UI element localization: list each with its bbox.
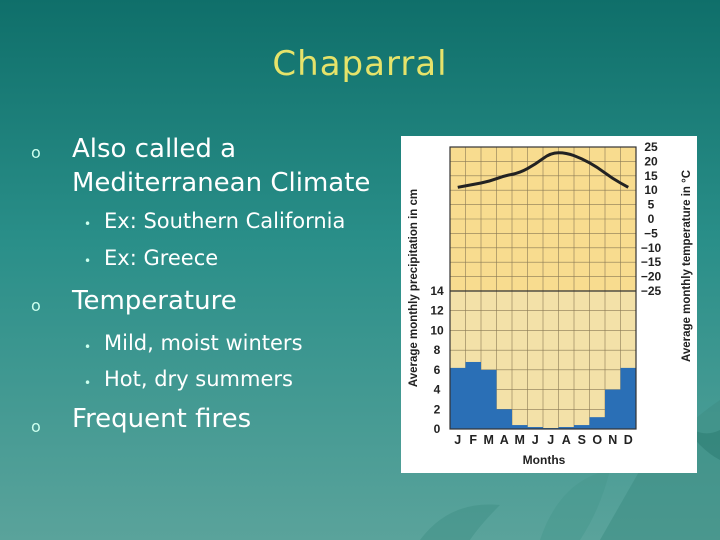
temp-tick-label: 0 <box>648 212 655 226</box>
y-axis-right-label: Average monthly temperature in °C <box>681 170 693 362</box>
month-tick-label: J <box>547 433 554 447</box>
temp-tick-label: 15 <box>644 169 658 183</box>
temp-tick-label: 20 <box>644 154 658 168</box>
bullet-marker: o <box>31 417 41 436</box>
sub-bullet-marker: • <box>84 376 92 390</box>
month-tick-label: D <box>624 433 633 447</box>
precip-bar <box>481 369 497 429</box>
temp-tick-label: 10 <box>644 183 658 197</box>
temp-tick-label: −5 <box>644 226 658 240</box>
sub-bullet-marker: • <box>84 217 92 231</box>
sub-bullet-marker: • <box>84 254 92 268</box>
temp-tick-label: −20 <box>641 270 662 284</box>
precip-bar <box>450 367 466 429</box>
bullet-marker: o <box>31 296 41 315</box>
bullet-1-line1: Also called a <box>72 134 237 164</box>
temperature-line <box>457 151 629 189</box>
chart-frame <box>449 146 637 430</box>
bullet-marker: o <box>31 143 41 162</box>
month-tick-label: O <box>592 433 602 447</box>
temp-tick-label: 5 <box>648 198 655 212</box>
month-tick-label: J <box>454 433 461 447</box>
month-tick-label: F <box>469 433 477 447</box>
precip-tick-label: 4 <box>434 383 441 397</box>
precip-bar <box>558 427 574 429</box>
sub-bullet-california: Ex: Southern California <box>104 209 346 233</box>
month-tick-label: M <box>484 433 494 447</box>
x-axis-label: Months <box>523 453 566 467</box>
precip-tick-label: 0 <box>434 422 441 436</box>
y-axis-left-label: Average monthly precipitation in cm <box>408 189 420 387</box>
precip-ticks: 14 12 10 8 6 4 2 0 <box>430 284 444 436</box>
month-tick-label: A <box>562 433 571 447</box>
sub-bullet-summers: Hot, dry summers <box>104 367 293 391</box>
precip-tick-label: 12 <box>430 304 444 318</box>
sub-bullet-winters: Mild, moist winters <box>104 331 303 355</box>
temp-tick-label: 25 <box>644 140 658 154</box>
month-tick-label: A <box>500 433 509 447</box>
slide-title: Chaparral <box>272 44 448 84</box>
month-tick-label: M <box>515 433 525 447</box>
bullet-3-line1: Frequent fires <box>72 404 252 434</box>
sub-bullet-marker: • <box>84 340 92 354</box>
precip-tick-label: 8 <box>434 343 441 357</box>
precip-bar <box>574 425 590 429</box>
month-tick-label: J <box>532 433 539 447</box>
precipitation-bars <box>450 361 636 429</box>
precip-bar <box>605 389 621 429</box>
month-tick-label: S <box>578 433 586 447</box>
precip-bar <box>465 361 481 429</box>
temp-tick-label: −25 <box>641 284 662 298</box>
precip-tick-label: 2 <box>434 402 441 416</box>
precip-bar <box>496 409 512 429</box>
precip-tick-label: 10 <box>430 323 444 337</box>
precip-tick-label: 6 <box>434 363 441 377</box>
temp-tick-label: −10 <box>641 241 662 255</box>
bullet-1-line2: Mediterranean Climate <box>72 168 371 198</box>
precip-tick-label: 14 <box>430 284 444 298</box>
month-tick-label: N <box>608 433 617 447</box>
temp-tick-label: −15 <box>641 255 662 269</box>
precip-bar <box>512 425 528 429</box>
sub-bullet-greece: Ex: Greece <box>104 246 219 270</box>
precip-bar <box>527 427 543 429</box>
precip-bar <box>589 417 605 429</box>
bullet-2-line1: Temperature <box>72 286 237 316</box>
precip-bar <box>620 367 636 429</box>
